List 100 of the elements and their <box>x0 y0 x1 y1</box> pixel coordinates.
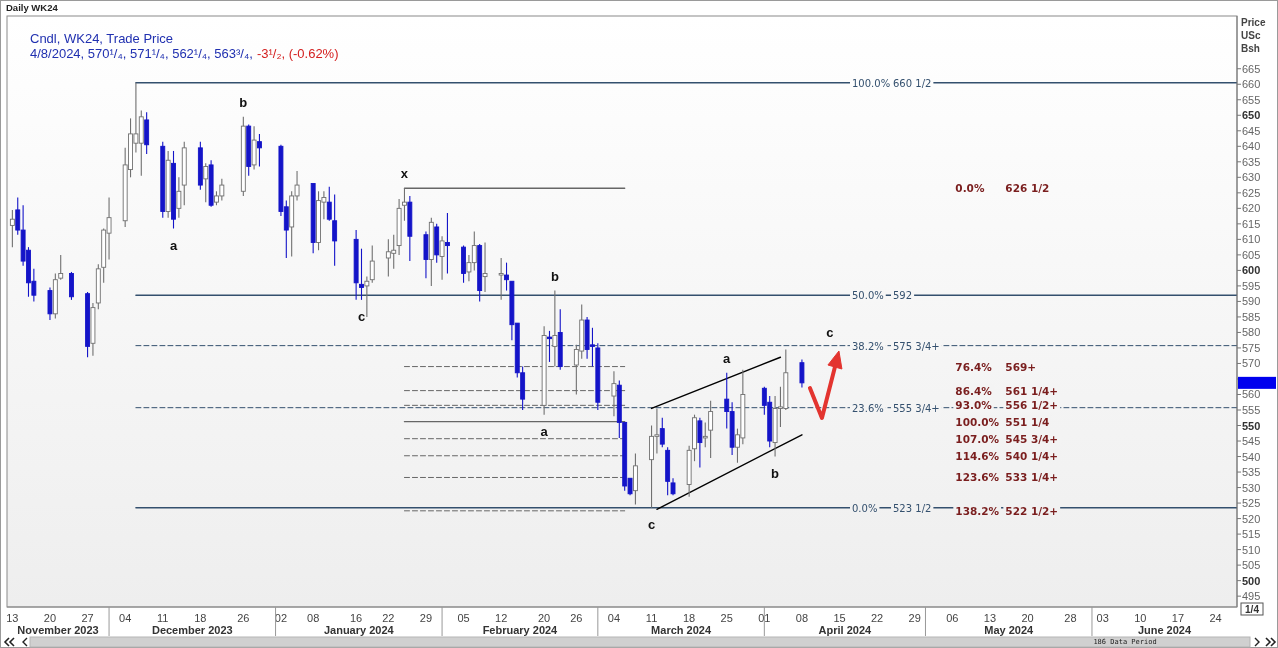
y-tick-label: 625 <box>1242 186 1261 199</box>
y-tick-label: 615 <box>1242 217 1261 230</box>
y-tick-label: 545 <box>1242 435 1261 448</box>
candlestick <box>702 421 708 448</box>
x-tick-label: 16 <box>350 612 363 624</box>
x-tick-label: 08 <box>307 612 320 624</box>
y-tick-label: 665 <box>1242 62 1261 75</box>
annotation: 138.2% 522 1/2+ <box>955 504 1059 517</box>
x-tick-label: 08 <box>795 612 809 624</box>
y-tick-label: 555 <box>1242 404 1261 416</box>
y-tick-label: 540 <box>1242 450 1261 463</box>
y-tick-label: 505 <box>1242 559 1261 572</box>
x-tick-label: 20 <box>1021 612 1034 624</box>
candlestick <box>369 245 375 284</box>
x-tick-label: 11 <box>645 612 658 624</box>
x-tick-label: 17 <box>1171 612 1185 624</box>
text: 93.0% 556 1/2+ <box>955 399 1059 412</box>
y-tick-label: 635 <box>1242 155 1261 168</box>
candlestick <box>47 286 53 321</box>
annotation: c <box>826 324 834 340</box>
series-label: 50.0% 592 <box>852 289 913 301</box>
y-tick-label: 510 <box>1242 543 1261 556</box>
y-tick-label: 630 <box>1242 171 1261 184</box>
y-tick-label: 600 <box>1242 264 1261 277</box>
x-tick-label: 25 <box>720 612 733 624</box>
text: April 2024 <box>818 624 873 636</box>
candlestick <box>326 186 332 222</box>
annotation: b <box>550 268 559 284</box>
annotation: a <box>540 423 549 439</box>
y-tick-label: 640 <box>1242 140 1261 153</box>
candlestick <box>359 248 364 301</box>
candlestick <box>445 212 450 275</box>
y-tick-label: 575 <box>1242 341 1261 354</box>
candlestick <box>58 254 64 281</box>
candlestick <box>364 276 370 318</box>
text: 1/4 <box>1245 604 1260 615</box>
x-tick-label: 26 <box>237 612 250 624</box>
y-tick-label: 595 <box>1242 279 1261 292</box>
text: Cndl, WK24, Trade Price <box>30 31 174 46</box>
series-label: 100.0% 660 1/2 <box>852 77 932 89</box>
x-tick-label: 20 <box>43 612 57 624</box>
x-tick-label: 18 <box>194 612 207 624</box>
x-tick-label: 04 <box>119 612 132 624</box>
annotation: x <box>400 165 409 181</box>
annotation: c <box>647 516 656 532</box>
candlestick <box>482 241 488 293</box>
candlestick <box>176 176 182 219</box>
candlestick <box>439 235 445 281</box>
candlestick <box>708 400 714 459</box>
x-tick-label: 13 <box>983 612 997 624</box>
annotation: -3¹/₂, (-0.62%) <box>256 46 339 61</box>
annotation: c <box>357 308 366 324</box>
x-tick-label: 22 <box>382 612 395 624</box>
candlestick <box>659 417 665 448</box>
x-tick-label: 02 <box>274 612 288 624</box>
y-tick-label: 500 <box>1242 574 1261 587</box>
y-tick-label: 610 <box>1242 233 1261 246</box>
candlestick <box>257 133 262 168</box>
candlestick <box>69 271 74 301</box>
chart-title: Daily WK24 <box>6 2 59 13</box>
x-tick-label: 03 <box>1096 612 1109 624</box>
annotation: a <box>169 237 178 253</box>
series-label: 38.2% 575 3/4+ <box>852 340 940 352</box>
annotation: 114.6% 540 1/4+ <box>955 449 1059 462</box>
x-tick-label: 10 <box>1134 612 1147 624</box>
text: December 2023 <box>151 624 233 636</box>
annotation: 107.0% 545 3/4+ <box>955 432 1059 445</box>
x-tick-label: 26 <box>570 612 583 624</box>
x-tick-label: 11 <box>157 612 169 624</box>
text: 76.4% 569+ <box>955 360 1037 373</box>
y-tick-label: 520 <box>1242 512 1261 525</box>
y-tick-label: 590 <box>1242 295 1261 308</box>
y-tick-label: 530 <box>1242 481 1261 494</box>
candlestick <box>9 209 15 248</box>
annotation: a <box>723 350 732 366</box>
text: May 2024 <box>984 624 1035 636</box>
annotation: 123.6% 533 1/4+ <box>955 471 1059 484</box>
y-tick-label: 535 <box>1242 466 1261 479</box>
x-tick-label: 01 <box>758 612 771 624</box>
x-tick-label: 04 <box>607 612 621 624</box>
candlestick <box>547 330 552 363</box>
text: 0.0% 523 1/2 <box>852 502 932 514</box>
y-tick-label: 515 <box>1242 528 1261 541</box>
series-label: 23.6% 555 3/4+ <box>852 402 940 414</box>
y-tick-label: 620 <box>1242 202 1261 215</box>
y-tick-label: 660 <box>1242 78 1261 91</box>
text: 86.4% 561 1/4+ <box>955 384 1059 397</box>
y-axis-title: Price USc Bsh <box>1241 17 1266 54</box>
candlestick <box>332 193 338 267</box>
x-tick-label: 22 <box>871 612 884 624</box>
x-tick-label: 29 <box>419 612 433 624</box>
annotation: 100.0% 551 1/4 <box>955 415 1050 428</box>
x-tick-label: 06 <box>946 612 959 624</box>
candlestick <box>697 417 703 468</box>
y-tick-label: 655 <box>1242 93 1261 106</box>
candlestick <box>504 262 509 292</box>
x-tick-label: 18 <box>683 612 696 624</box>
y-tick-label: 650 <box>1242 109 1261 122</box>
y-tick-label: 560 <box>1242 388 1261 401</box>
x-tick-label: 15 <box>833 612 846 624</box>
